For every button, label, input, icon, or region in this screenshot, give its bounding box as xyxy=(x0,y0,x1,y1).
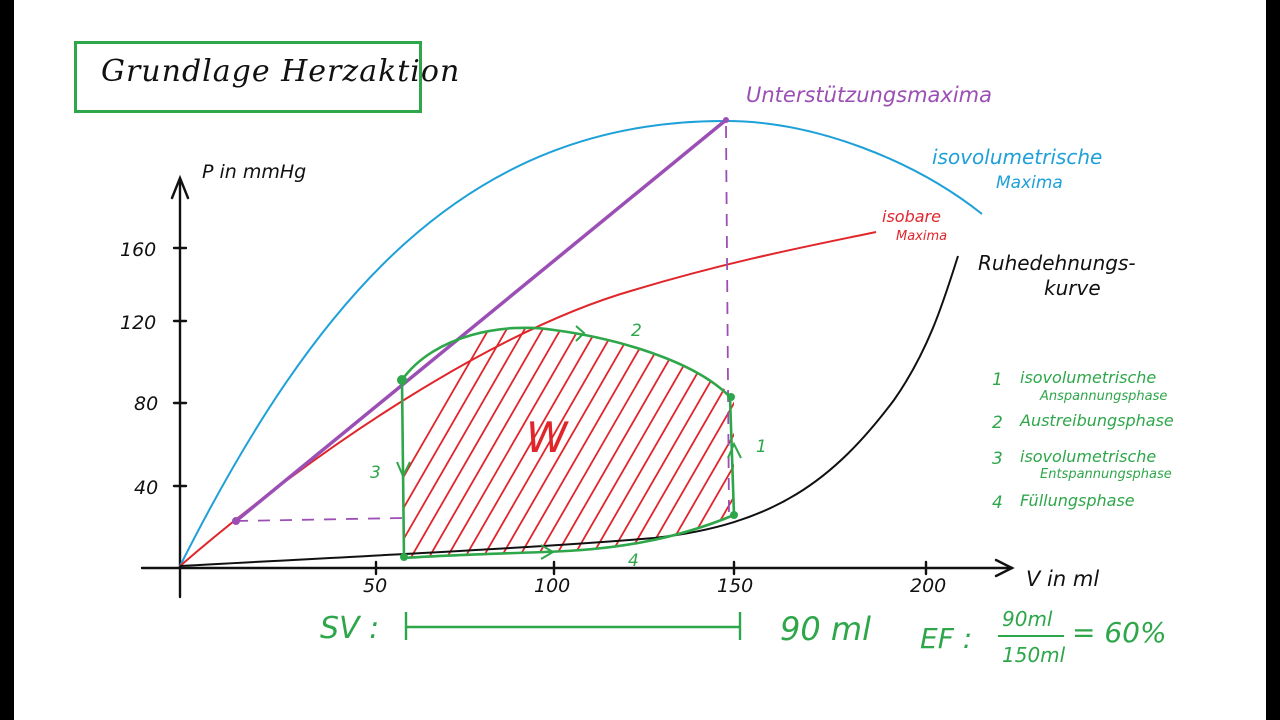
hatch-line xyxy=(560,320,710,580)
support-dashed-horizontal xyxy=(236,518,404,521)
ejection-fraction: EF : 90ml 150ml = 60% xyxy=(920,607,1167,667)
y-tick-80: 80 xyxy=(134,393,158,415)
phase-mark-4: 4 xyxy=(628,551,639,571)
legend-line-1a: isovolumetrische xyxy=(1020,368,1156,387)
legend-num-4: 4 xyxy=(992,493,1003,513)
legend-line-1b: Anspannungsphase xyxy=(1039,389,1167,404)
y-axis-label: P in mmHg xyxy=(202,161,306,183)
legend-num-1: 1 xyxy=(992,370,1003,390)
x-tick-150: 150 xyxy=(717,575,753,597)
support-maxima-line xyxy=(236,120,726,521)
stroke-volume: SV : 90 ml xyxy=(320,610,871,648)
support-maxima-label: Unterstützungsmaxima xyxy=(746,83,992,107)
phase-mark-1: 1 xyxy=(756,437,767,457)
x-tick-50: 50 xyxy=(363,575,387,597)
x-tick-100: 100 xyxy=(534,575,570,597)
legend-line-2a: Austreibungsphase xyxy=(1019,411,1174,430)
x-tick-200: 200 xyxy=(910,575,946,597)
legend-line-3b: Entspannungsphase xyxy=(1040,467,1172,482)
hatch-line xyxy=(344,320,494,580)
loop-point-bottomleft xyxy=(400,553,408,561)
x-axis-label: V in ml xyxy=(1026,567,1099,591)
sv-bracket xyxy=(406,612,740,640)
loop-point-bottomright xyxy=(730,511,738,519)
y-tick-160: 160 xyxy=(120,239,156,261)
legend-line-4a: Füllungsphase xyxy=(1020,491,1135,510)
isobaric-maxima-label-2: Maxima xyxy=(896,229,947,244)
hatch-line xyxy=(758,320,908,580)
y-tick-120: 120 xyxy=(120,312,156,334)
sv-value: 90 ml xyxy=(780,610,871,648)
isovolumetric-maxima-label-1: isovolumetrische xyxy=(932,145,1102,169)
pv-diagram: 40 80 120 160 50 100 150 200 P in mmHg V… xyxy=(14,0,1266,720)
hatch-line xyxy=(650,320,800,580)
work-label: W xyxy=(526,413,569,462)
phase-mark-3: 3 xyxy=(370,463,381,483)
arrow-phase-1 xyxy=(728,444,741,458)
phase-legend: 1 isovolumetrische Anspannungsphase 2 Au… xyxy=(992,368,1174,513)
isovolumetric-maxima-curve xyxy=(180,121,982,566)
resting-curve-label-2: kurve xyxy=(1044,276,1101,300)
ef-result: = 60% xyxy=(1072,616,1167,649)
ef-denominator: 150ml xyxy=(1002,643,1066,667)
ef-label: EF : xyxy=(920,622,972,655)
hatch-line xyxy=(362,320,512,580)
phase-mark-2: 2 xyxy=(631,321,642,341)
sv-label: SV : xyxy=(320,611,379,646)
loop-point-topleft xyxy=(397,375,407,385)
y-tick-40: 40 xyxy=(134,477,158,499)
hatch-line xyxy=(812,320,962,580)
legend-line-3a: isovolumetrische xyxy=(1020,447,1156,466)
isovolumetric-maxima-label-2: Maxima xyxy=(996,173,1063,193)
hatch-line xyxy=(668,320,818,580)
legend-num-2: 2 xyxy=(992,413,1003,433)
support-point-low xyxy=(232,517,240,525)
hatch-line xyxy=(614,320,764,580)
isobaric-maxima-label-1: isobare xyxy=(882,207,941,226)
hatch-line xyxy=(722,320,872,580)
resting-stretch-curve xyxy=(180,256,958,566)
ef-numerator: 90ml xyxy=(1002,607,1053,631)
legend-num-3: 3 xyxy=(992,449,1003,469)
hatch-line xyxy=(704,320,854,580)
loop-point-topright xyxy=(727,393,735,401)
resting-curve-label-1: Ruhedehnungs- xyxy=(978,251,1136,275)
support-point-high xyxy=(723,117,729,123)
hatch-line xyxy=(794,320,944,580)
whiteboard: Grundlage Herzaktion 40 xyxy=(14,0,1266,720)
